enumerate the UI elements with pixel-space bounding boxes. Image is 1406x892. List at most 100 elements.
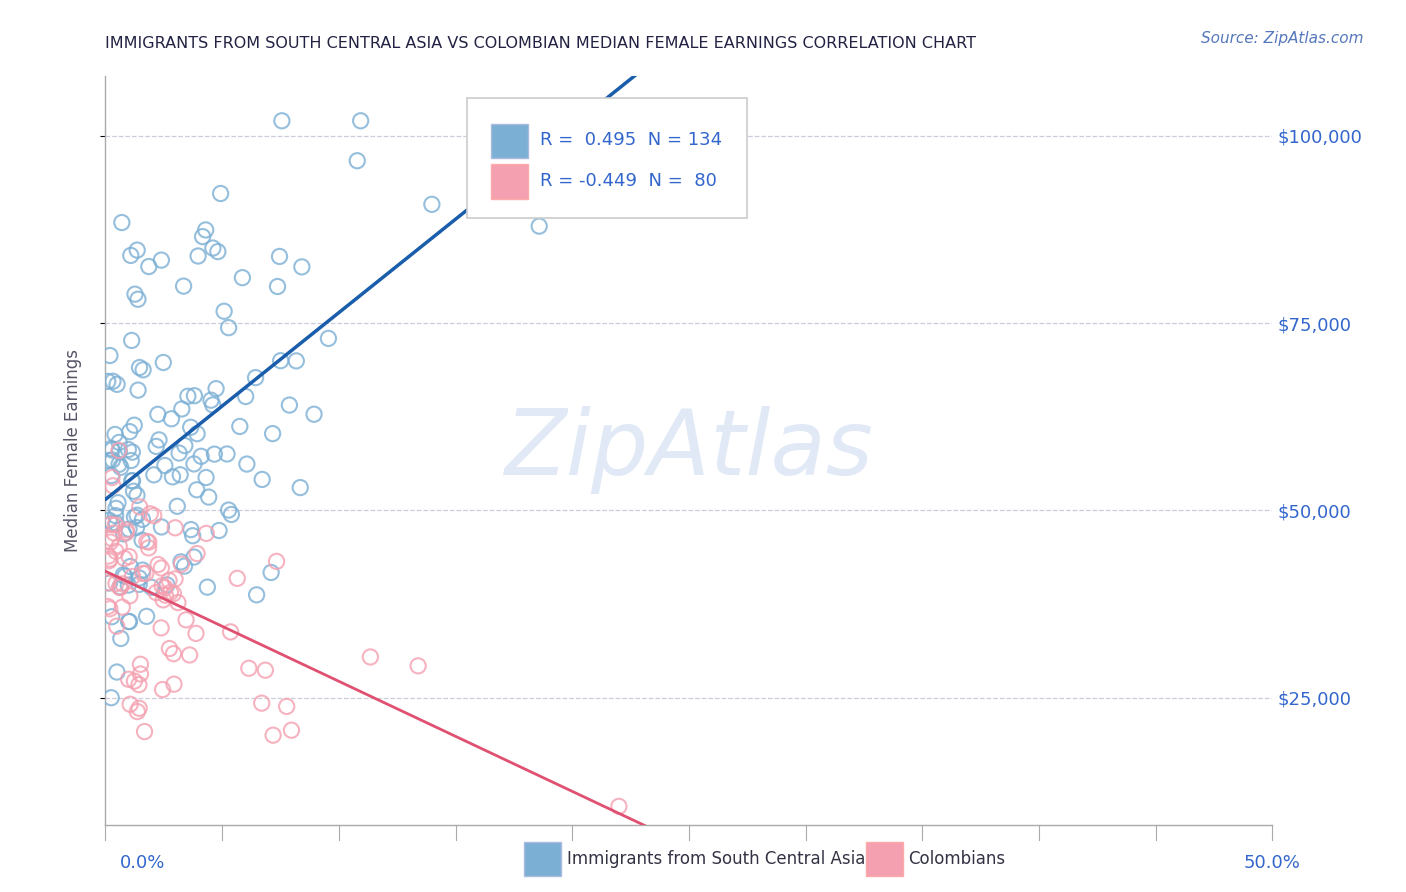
Point	[153, 581, 176, 595]
Point	[127, 243, 149, 257]
Point	[125, 520, 148, 534]
Text: 50.0%: 50.0%	[1244, 854, 1301, 871]
Point	[195, 526, 218, 541]
Point	[105, 516, 128, 531]
Y-axis label: Median Female Earnings: Median Female Earnings	[63, 349, 82, 552]
Point	[100, 517, 122, 532]
Point	[100, 690, 122, 705]
Point	[118, 615, 141, 629]
Point	[235, 389, 257, 403]
Point	[180, 420, 202, 434]
Point	[162, 647, 184, 661]
Point	[167, 446, 190, 460]
Point	[131, 563, 153, 577]
Point	[194, 223, 217, 237]
Point	[124, 510, 146, 524]
Point	[120, 698, 142, 712]
Point	[191, 229, 214, 244]
Point	[218, 503, 240, 517]
Point	[104, 544, 127, 558]
Point	[128, 701, 150, 715]
Point	[148, 433, 170, 447]
Point	[124, 287, 146, 301]
Point	[215, 447, 238, 461]
Point	[179, 648, 201, 662]
Point	[135, 566, 157, 581]
Point	[105, 619, 128, 633]
Point	[100, 516, 122, 531]
Point	[132, 363, 155, 377]
Text: ZipAtlas: ZipAtlas	[505, 407, 873, 494]
Point	[159, 585, 181, 599]
Point	[100, 609, 122, 624]
Point	[97, 599, 120, 614]
Point	[105, 377, 128, 392]
Point	[165, 521, 187, 535]
Point	[145, 439, 167, 453]
Point	[108, 539, 131, 553]
Point	[103, 526, 125, 541]
Point	[173, 279, 195, 293]
Point	[125, 488, 148, 502]
Point	[246, 588, 269, 602]
Point	[134, 724, 156, 739]
Point	[302, 407, 325, 421]
Point	[153, 458, 176, 473]
Point	[131, 533, 153, 548]
Point	[181, 529, 204, 543]
Point	[98, 601, 121, 615]
Point	[115, 523, 138, 537]
Point	[229, 419, 252, 434]
FancyBboxPatch shape	[491, 164, 527, 199]
Point	[141, 580, 163, 594]
Point	[156, 578, 179, 592]
Point	[201, 398, 224, 412]
Point	[285, 354, 308, 368]
Point	[152, 682, 174, 697]
Text: Immigrants from South Central Asia: Immigrants from South Central Asia	[567, 850, 865, 868]
Text: Source: ZipAtlas.com: Source: ZipAtlas.com	[1201, 31, 1364, 46]
Point	[97, 375, 120, 389]
Point	[110, 460, 132, 475]
Point	[160, 411, 183, 425]
Point	[108, 458, 131, 472]
Point	[118, 522, 141, 536]
Point	[145, 585, 167, 599]
Point	[117, 578, 139, 592]
Point	[127, 383, 149, 397]
Point	[291, 260, 314, 274]
Point	[100, 535, 122, 549]
Point	[117, 442, 139, 457]
Point	[110, 632, 132, 646]
Point	[139, 507, 162, 521]
Point	[100, 468, 122, 483]
Point	[98, 349, 121, 363]
Point	[110, 581, 132, 595]
Point	[266, 554, 288, 568]
Point	[173, 439, 195, 453]
Point	[607, 799, 630, 814]
Point	[318, 331, 340, 345]
Point	[118, 549, 141, 564]
Point	[108, 580, 131, 594]
Point	[163, 677, 186, 691]
Point	[104, 518, 127, 533]
Point	[111, 600, 134, 615]
Point	[245, 370, 267, 384]
Point	[406, 658, 429, 673]
Point	[101, 374, 124, 388]
Point	[114, 569, 136, 583]
Point	[162, 470, 184, 484]
Point	[165, 572, 187, 586]
Point	[118, 425, 141, 439]
Point	[97, 575, 120, 590]
Point	[221, 508, 243, 522]
Point	[529, 219, 551, 234]
Point	[202, 447, 225, 461]
Point	[121, 569, 143, 583]
Point	[114, 551, 136, 566]
Point	[111, 215, 134, 229]
Point	[420, 197, 443, 211]
Point	[104, 427, 127, 442]
Point	[162, 586, 184, 600]
